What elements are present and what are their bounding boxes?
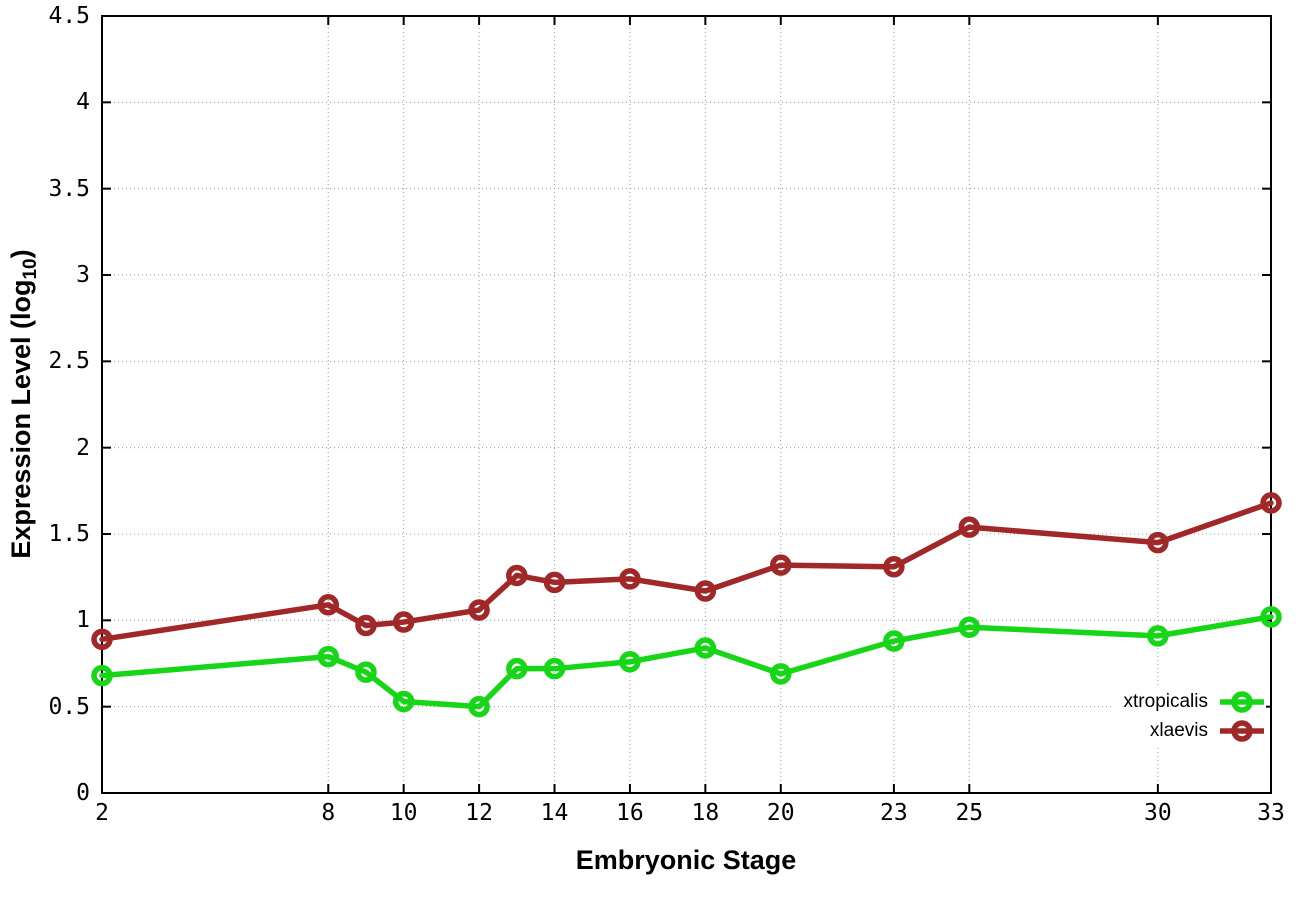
y-tick-label: 3	[76, 262, 90, 288]
y-tick-label: 2	[76, 434, 90, 461]
data-point-marker	[543, 571, 566, 594]
data-point-marker	[883, 630, 905, 652]
data-point-marker	[506, 657, 528, 680]
x-tick-label: 33	[1257, 800, 1285, 826]
data-point-marker	[694, 637, 717, 659]
data-point-marker	[694, 580, 717, 602]
data-point-marker	[468, 599, 490, 621]
data-point-marker	[355, 614, 377, 637]
data-point-marker	[619, 568, 641, 590]
x-tick-label: 20	[766, 800, 795, 826]
data-point-marker	[883, 556, 905, 578]
y-axis-title: Expression Level (log10)	[6, 249, 42, 558]
data-point-marker	[506, 564, 528, 587]
y-axis-title-subscript: 10	[20, 258, 42, 280]
x-tick-label: 10	[389, 800, 418, 826]
x-tick-label: 30	[1144, 800, 1172, 826]
series-xtropicalis	[91, 606, 1282, 718]
y-tick-label: 4	[76, 89, 90, 116]
x-tick-label: 18	[691, 800, 720, 826]
data-point-marker	[1147, 531, 1169, 554]
data-point-marker	[543, 657, 566, 680]
y-tick-label: 2.5	[48, 348, 90, 375]
x-tick-label: 12	[465, 800, 493, 826]
y-tick-label: 3.5	[48, 175, 90, 202]
data-point-marker	[468, 695, 490, 718]
data-point-marker	[392, 611, 415, 633]
data-point-marker	[1147, 625, 1169, 647]
x-tick-label: 25	[955, 800, 984, 826]
data-point-marker	[355, 661, 377, 683]
y-axis-title-text: Expression Level (log	[5, 279, 36, 559]
data-point-marker	[317, 645, 340, 668]
y-tick-label: 1	[76, 607, 90, 634]
y-tick-label: 1.5	[48, 521, 90, 547]
legend-label: xlaevis	[1149, 719, 1208, 741]
data-point-marker	[91, 628, 113, 651]
x-axis-title: Embryonic Stage	[575, 845, 797, 875]
data-point-marker	[770, 663, 792, 685]
y-tick-label: 0	[76, 780, 90, 806]
y-axis-title-close: )	[5, 249, 36, 259]
x-tick-label: 2	[95, 800, 109, 826]
data-point-marker	[770, 554, 792, 576]
x-tick-label: 8	[321, 800, 336, 826]
legend-item-xtropicalis: xtropicalis	[1124, 687, 1266, 716]
data-point-marker	[958, 616, 981, 638]
x-tick-label: 23	[880, 800, 908, 826]
legend-label: xtropicalis	[1123, 690, 1208, 712]
data-point-marker	[91, 664, 113, 687]
legend: xtropicalis xlaevis	[1113, 685, 1266, 747]
line-marker-icon	[1220, 690, 1264, 713]
data-point-marker	[317, 594, 340, 616]
data-point-marker	[1260, 492, 1282, 514]
series-xlaevis	[91, 492, 1282, 651]
data-point-marker	[392, 690, 415, 713]
y-tick-label: 4.5	[48, 3, 90, 29]
line-marker-icon	[1220, 719, 1264, 742]
y-tick-label: 0.5	[48, 693, 90, 720]
legend-item-xlaevis: xlaevis	[1124, 716, 1266, 745]
x-tick-label: 14	[540, 800, 569, 826]
data-point-marker	[1260, 606, 1282, 628]
data-point-marker	[619, 651, 641, 673]
x-tick-label: 16	[616, 800, 644, 826]
data-point-marker	[958, 516, 981, 538]
